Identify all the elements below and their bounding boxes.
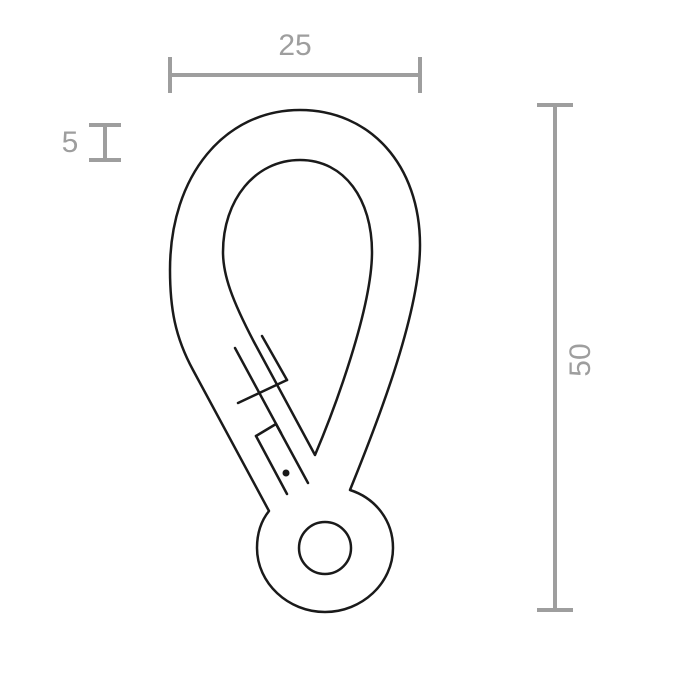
height-dimension-label: 50 (564, 343, 597, 376)
width-dimension-label: 25 (278, 29, 311, 62)
gate-pivot-dot (283, 470, 290, 477)
wire-dimension-label: 5 (62, 126, 79, 159)
